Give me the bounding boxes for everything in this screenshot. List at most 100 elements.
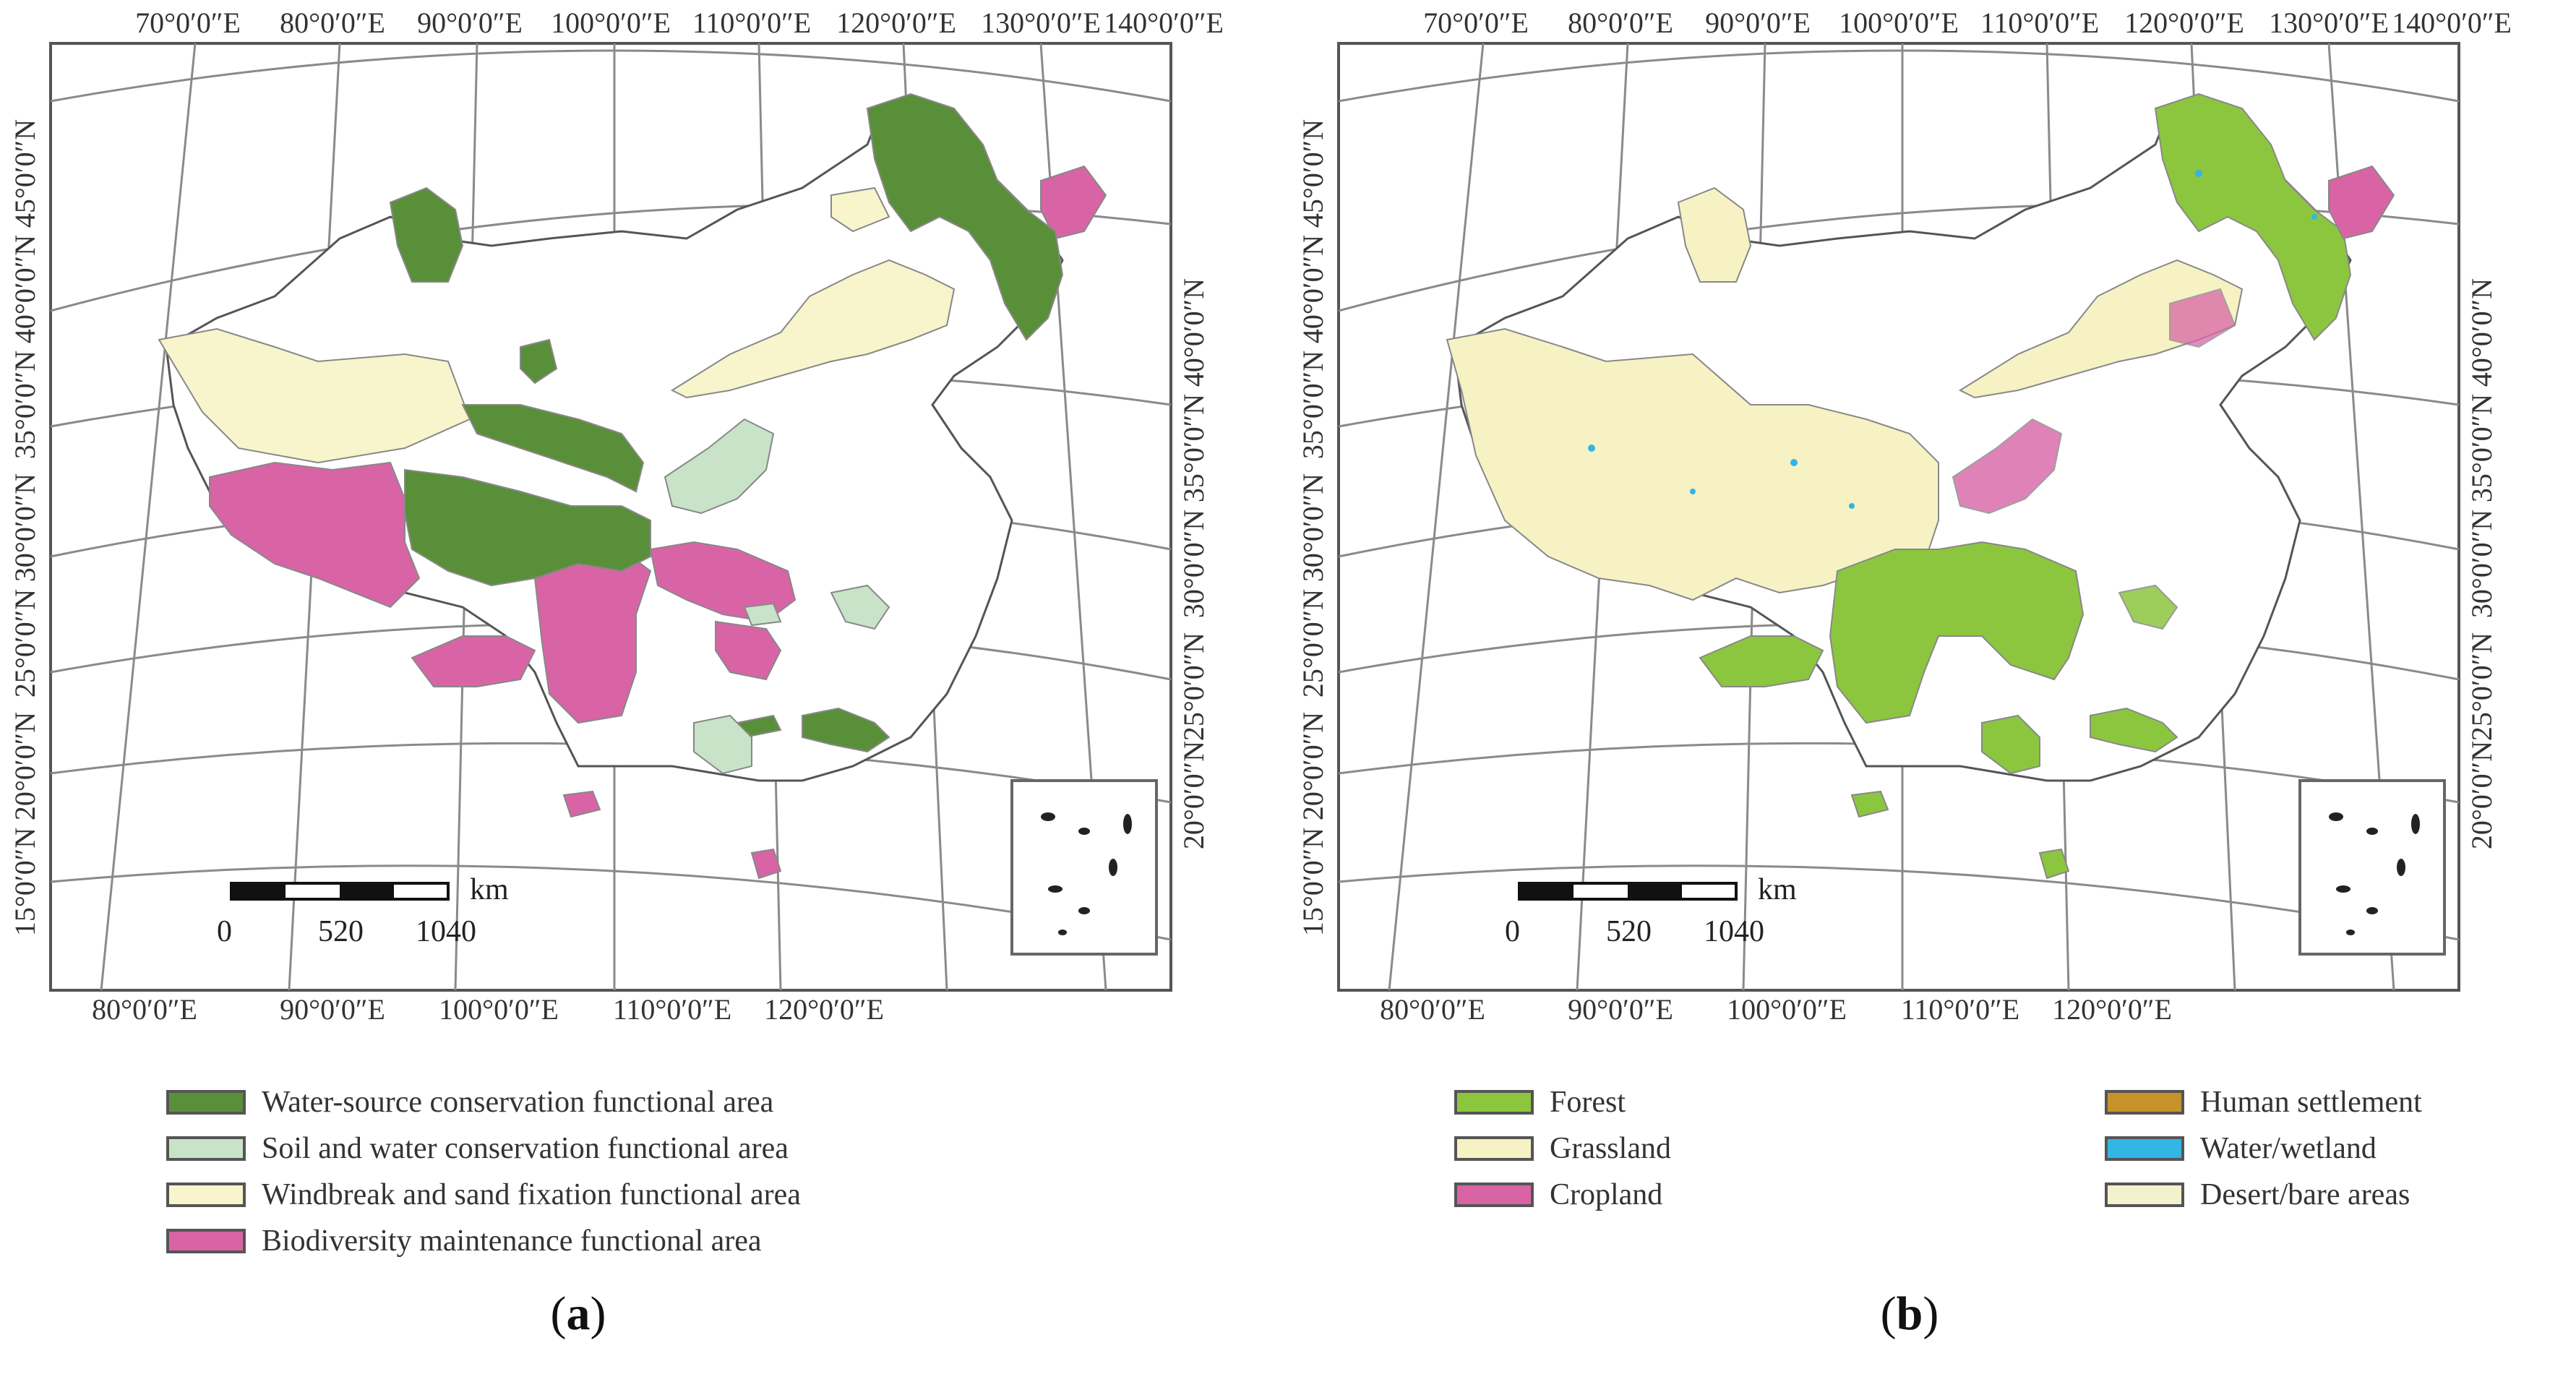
zone-water-ne (866, 93, 1064, 341)
zone-water-center (404, 468, 651, 587)
landcover-forest-hainan (2038, 848, 2070, 880)
legend-item: Forest (1454, 1081, 1626, 1124)
legend-label: Biodiversity maintenance functional area (262, 1224, 762, 1258)
scale-label-a-2: 1040 (416, 915, 476, 948)
legend-label: Human settlement (2200, 1086, 2422, 1119)
top-tick-label: 100°0′0″E (1839, 7, 1959, 39)
scale-label-b-2: 1040 (1704, 915, 1764, 948)
zone-biodiversity-small (562, 790, 601, 818)
top-tick-label: 130°0′0″E (2269, 7, 2389, 39)
bottom-tick-label: 100°0′0″E (439, 993, 559, 1026)
top-tick-label: 80°0′0″E (280, 7, 385, 39)
landcover-cropland-north (2169, 288, 2236, 348)
scale-label-a-0: 0 (217, 915, 232, 948)
legend-item: Grassland (1454, 1127, 1671, 1170)
legend-label: Windbreak and sand fixation functional a… (262, 1178, 801, 1211)
panel-b: km 0 520 1040 70°0′0″E 80°0′0″E 90°0′0″E 10… (1288, 0, 2576, 1382)
legend-swatch (2105, 1090, 2184, 1115)
top-tick-label: 110°0′0″E (1980, 7, 2099, 39)
right-tick-label: 20°0′0″N (2465, 741, 2498, 849)
bottom-tick-label: 80°0′0″E (92, 993, 197, 1026)
left-tick-label: 35°0′0″N (9, 351, 41, 459)
left-tick-label: 45°0′0″N (9, 119, 41, 228)
landcover-forest-east (2118, 584, 2178, 630)
zone-biodiversity-ne (1040, 165, 1107, 240)
caption-b: (b) (1837, 1287, 1982, 1342)
top-tick-label: 70°0′0″E (1423, 7, 1529, 39)
right-tick-label: 35°0′0″N (1177, 394, 1210, 502)
landcover-forest-sw (1699, 635, 1824, 687)
zone-biodiversity-central (649, 541, 797, 623)
legend-swatch (1454, 1136, 1534, 1161)
right-tick-label: 40°0′0″N (2465, 278, 2498, 387)
top-tick-label: 110°0′0″E (692, 7, 811, 39)
top-tick-label: 70°0′0″E (135, 7, 241, 39)
top-tick-label: 90°0′0″E (1705, 7, 1811, 39)
top-tick-label: 120°0′0″E (836, 7, 956, 39)
top-tick-label: 100°0′0″E (551, 7, 671, 39)
bottom-tick-label: 90°0′0″E (1568, 993, 1673, 1026)
map-b: km 0 520 1040 70°0′0″E 80°0′0″E 90°0′0″E 10… (1297, 7, 2512, 1026)
left-tick-label: 20°0′0″N (1297, 712, 1329, 820)
legend-item: Desert/bare areas (2105, 1173, 2410, 1216)
right-tick-label: 40°0′0″N (1177, 278, 1210, 387)
caption-b-close: ) (1923, 1287, 1939, 1340)
zone-water-qilian (461, 404, 645, 493)
top-tick-label: 80°0′0″E (1568, 7, 1673, 39)
zone-biodiversity-hainan (750, 848, 782, 880)
zones-a (158, 93, 1107, 880)
top-tick-label: 140°0′0″E (1104, 7, 1224, 39)
caption-a-close: ) (590, 1287, 606, 1340)
legend-swatch (166, 1136, 246, 1161)
legend-item: Soil and water conservation functional a… (166, 1127, 789, 1170)
scale-unit-a: km (470, 873, 509, 906)
bottom-tick-label: 110°0′0″E (1901, 993, 2019, 1026)
legend-swatch (2105, 1183, 2184, 1207)
legend-label: Soil and water conservation functional a… (262, 1132, 789, 1165)
map-a: km 0 520 1040 70°0′0″E 80°0′0″E 90°0′0″E 10… (9, 7, 1224, 1026)
legend-item: Human settlement (2105, 1081, 2422, 1124)
left-tick-label: 30°0′0″N (1297, 473, 1329, 582)
left-tick-label: 40°0′0″N (1297, 235, 1329, 343)
landcover-forest-ne (2154, 93, 2352, 341)
left-tick-label: 15°0′0″N (1297, 828, 1329, 936)
legend-item: Water-source conservation functional are… (166, 1081, 773, 1124)
zone-water-nw (389, 186, 464, 283)
legend-swatch (1454, 1183, 1534, 1207)
bottom-tick-label: 120°0′0″E (2052, 993, 2172, 1026)
landcover-cropland-ne (2328, 165, 2395, 240)
right-tick-label: 30°0′0″N (2465, 510, 2498, 618)
legend-a: Water-source conservation functional are… (166, 1081, 1106, 1269)
caption-b-open: ( (1880, 1287, 1897, 1340)
caption-a-letter: a (566, 1287, 591, 1340)
legend-swatch (166, 1229, 246, 1253)
legend-swatch (1454, 1090, 1534, 1115)
left-tick-label: 25°0′0″N (9, 589, 41, 698)
landcover-cropland-center (1952, 418, 2063, 515)
inset-map (2298, 779, 2446, 956)
bottom-tick-label: 110°0′0″E (613, 993, 731, 1026)
legend-item: Cropland (1454, 1173, 1662, 1216)
legend-swatch (2105, 1136, 2184, 1161)
legend-label: Desert/bare areas (2200, 1178, 2410, 1211)
right-tick-label: 30°0′0″N (1177, 510, 1210, 618)
scale-label-b-0: 0 (1505, 915, 1520, 948)
top-tick-label: 140°0′0″E (2392, 7, 2512, 39)
legend-label: Forest (1550, 1086, 1626, 1119)
landcover-grassland-north (1958, 259, 2244, 399)
zone-soil-small (743, 602, 782, 627)
zone-windbreak-north (670, 259, 956, 399)
bottom-tick-label: 120°0′0″E (764, 993, 884, 1026)
zone-soil-south (693, 714, 752, 775)
bottom-tick-label: 90°0′0″E (280, 993, 385, 1026)
legend-label: Water/wetland (2200, 1132, 2377, 1165)
legend-swatch (166, 1183, 246, 1207)
caption-a-open: ( (550, 1287, 567, 1340)
zone-water-south (802, 707, 890, 753)
zone-soil-center (664, 418, 775, 515)
top-tick-label: 130°0′0″E (981, 7, 1101, 39)
scale-label-a-1: 520 (318, 915, 364, 948)
caption-a: (a) (506, 1287, 651, 1342)
landcover-b (1446, 93, 2395, 880)
zone-biodiversity-central2 (715, 620, 782, 681)
